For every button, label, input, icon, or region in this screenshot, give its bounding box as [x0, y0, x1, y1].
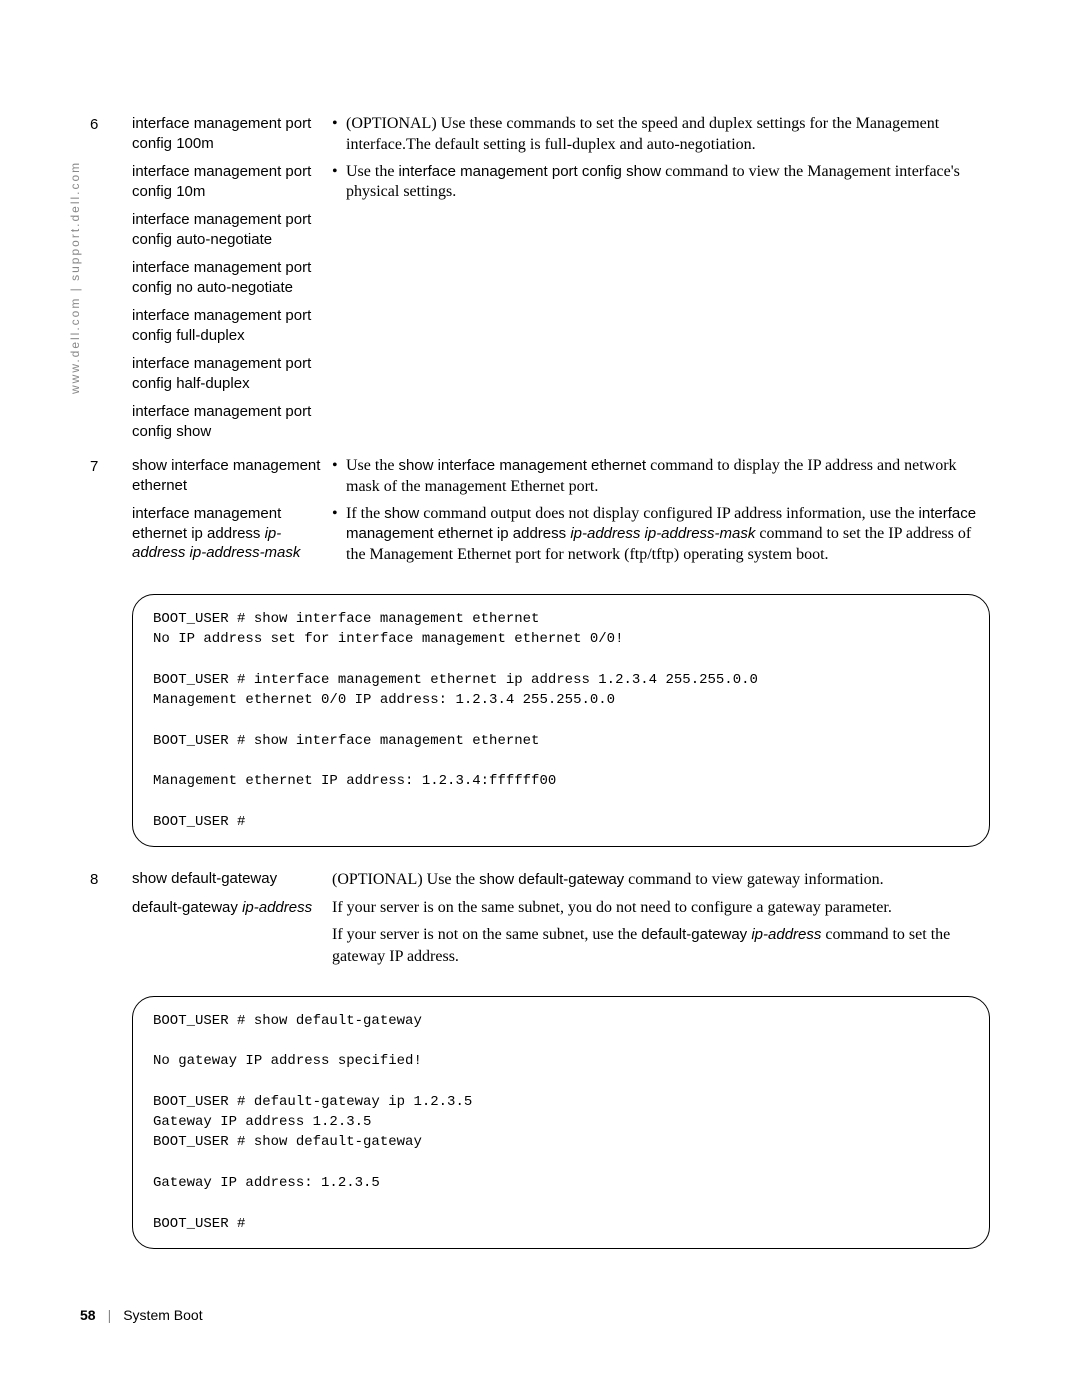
- bullet-item: Use the show interface management ethern…: [332, 456, 990, 498]
- page-number: 58: [80, 1307, 96, 1323]
- cmd-item: interface management port config 100m: [132, 114, 322, 153]
- page-footer: 58 | System Boot: [80, 1307, 203, 1323]
- description-column: (OPTIONAL) Use these commands to set the…: [332, 114, 990, 209]
- inline-param: ip-address: [751, 926, 821, 943]
- cmd-item: show default-gateway: [132, 869, 322, 889]
- inline-command: interface management port config show: [398, 163, 661, 180]
- cmd-item: interface management port config auto-ne…: [132, 210, 322, 249]
- desc-para: (OPTIONAL) Use the show default-gateway …: [332, 869, 990, 891]
- step-number: 6: [90, 114, 132, 133]
- desc-para: If your server is not on the same subnet…: [332, 924, 990, 967]
- footer-separator: |: [108, 1307, 112, 1323]
- cmd-item: show interface management ethernet: [132, 456, 322, 495]
- cmd-text: default-gateway: [132, 899, 242, 916]
- step-7: 7 show interface management ethernet int…: [90, 456, 990, 572]
- desc-text: (OPTIONAL) Use the: [332, 871, 479, 888]
- cmd-item: interface management port config show: [132, 402, 322, 441]
- step-number: 7: [90, 456, 132, 475]
- desc-text: If your server is not on the same subnet…: [332, 926, 641, 943]
- desc-text: command to view gateway information.: [624, 871, 883, 888]
- description-column: (OPTIONAL) Use the show default-gateway …: [332, 869, 990, 973]
- cmd-text: interface management ethernet ip address: [132, 505, 281, 542]
- desc-para: If your server is on the same subnet, yo…: [332, 897, 990, 919]
- footer-title: System Boot: [123, 1307, 202, 1323]
- terminal-output: BOOT_USER # show interface management et…: [132, 594, 990, 847]
- bullet-text: command output does not display configur…: [419, 505, 918, 522]
- bullet-item: Use the interface management port config…: [332, 162, 990, 204]
- description-column: Use the show interface management ethern…: [332, 456, 990, 572]
- inline-param: ip-address ip-address-mask: [570, 525, 755, 542]
- command-column: show default-gateway default-gateway ip-…: [132, 869, 332, 926]
- bullet-item: If the show command output does not disp…: [332, 504, 990, 566]
- bullet-text: Use the: [346, 457, 398, 474]
- sidebar-url: www.dell.com | support.dell.com: [68, 114, 82, 394]
- step-6: 6 interface management port config 100m …: [90, 114, 990, 450]
- cmd-param: ip-address: [242, 899, 312, 916]
- cmd-item: default-gateway ip-address: [132, 898, 322, 918]
- page-content: 6 interface management port config 100m …: [90, 114, 990, 1271]
- cmd-item: interface management port config half-du…: [132, 354, 322, 393]
- cmd-item: interface management port config no auto…: [132, 258, 322, 297]
- bullet-text: If the: [346, 505, 384, 522]
- step-8: 8 show default-gateway default-gateway i…: [90, 869, 990, 973]
- cmd-item: interface management ethernet ip address…: [132, 504, 322, 563]
- bullet-text: (OPTIONAL) Use these commands to set the…: [346, 115, 939, 153]
- terminal-output: BOOT_USER # show default-gateway No gate…: [132, 996, 990, 1249]
- bullet-text: Use the: [346, 163, 398, 180]
- inline-command: show default-gateway: [479, 871, 624, 888]
- inline-command: show interface management ethernet: [398, 457, 646, 474]
- step-number: 8: [90, 869, 132, 888]
- command-column: interface management port config 100m in…: [132, 114, 332, 450]
- inline-command: show: [384, 505, 419, 522]
- cmd-item: interface management port config 10m: [132, 162, 322, 201]
- cmd-item: interface management port config full-du…: [132, 306, 322, 345]
- command-column: show interface management ethernet inter…: [132, 456, 332, 572]
- bullet-item: (OPTIONAL) Use these commands to set the…: [332, 114, 990, 156]
- inline-command: default-gateway: [641, 926, 751, 943]
